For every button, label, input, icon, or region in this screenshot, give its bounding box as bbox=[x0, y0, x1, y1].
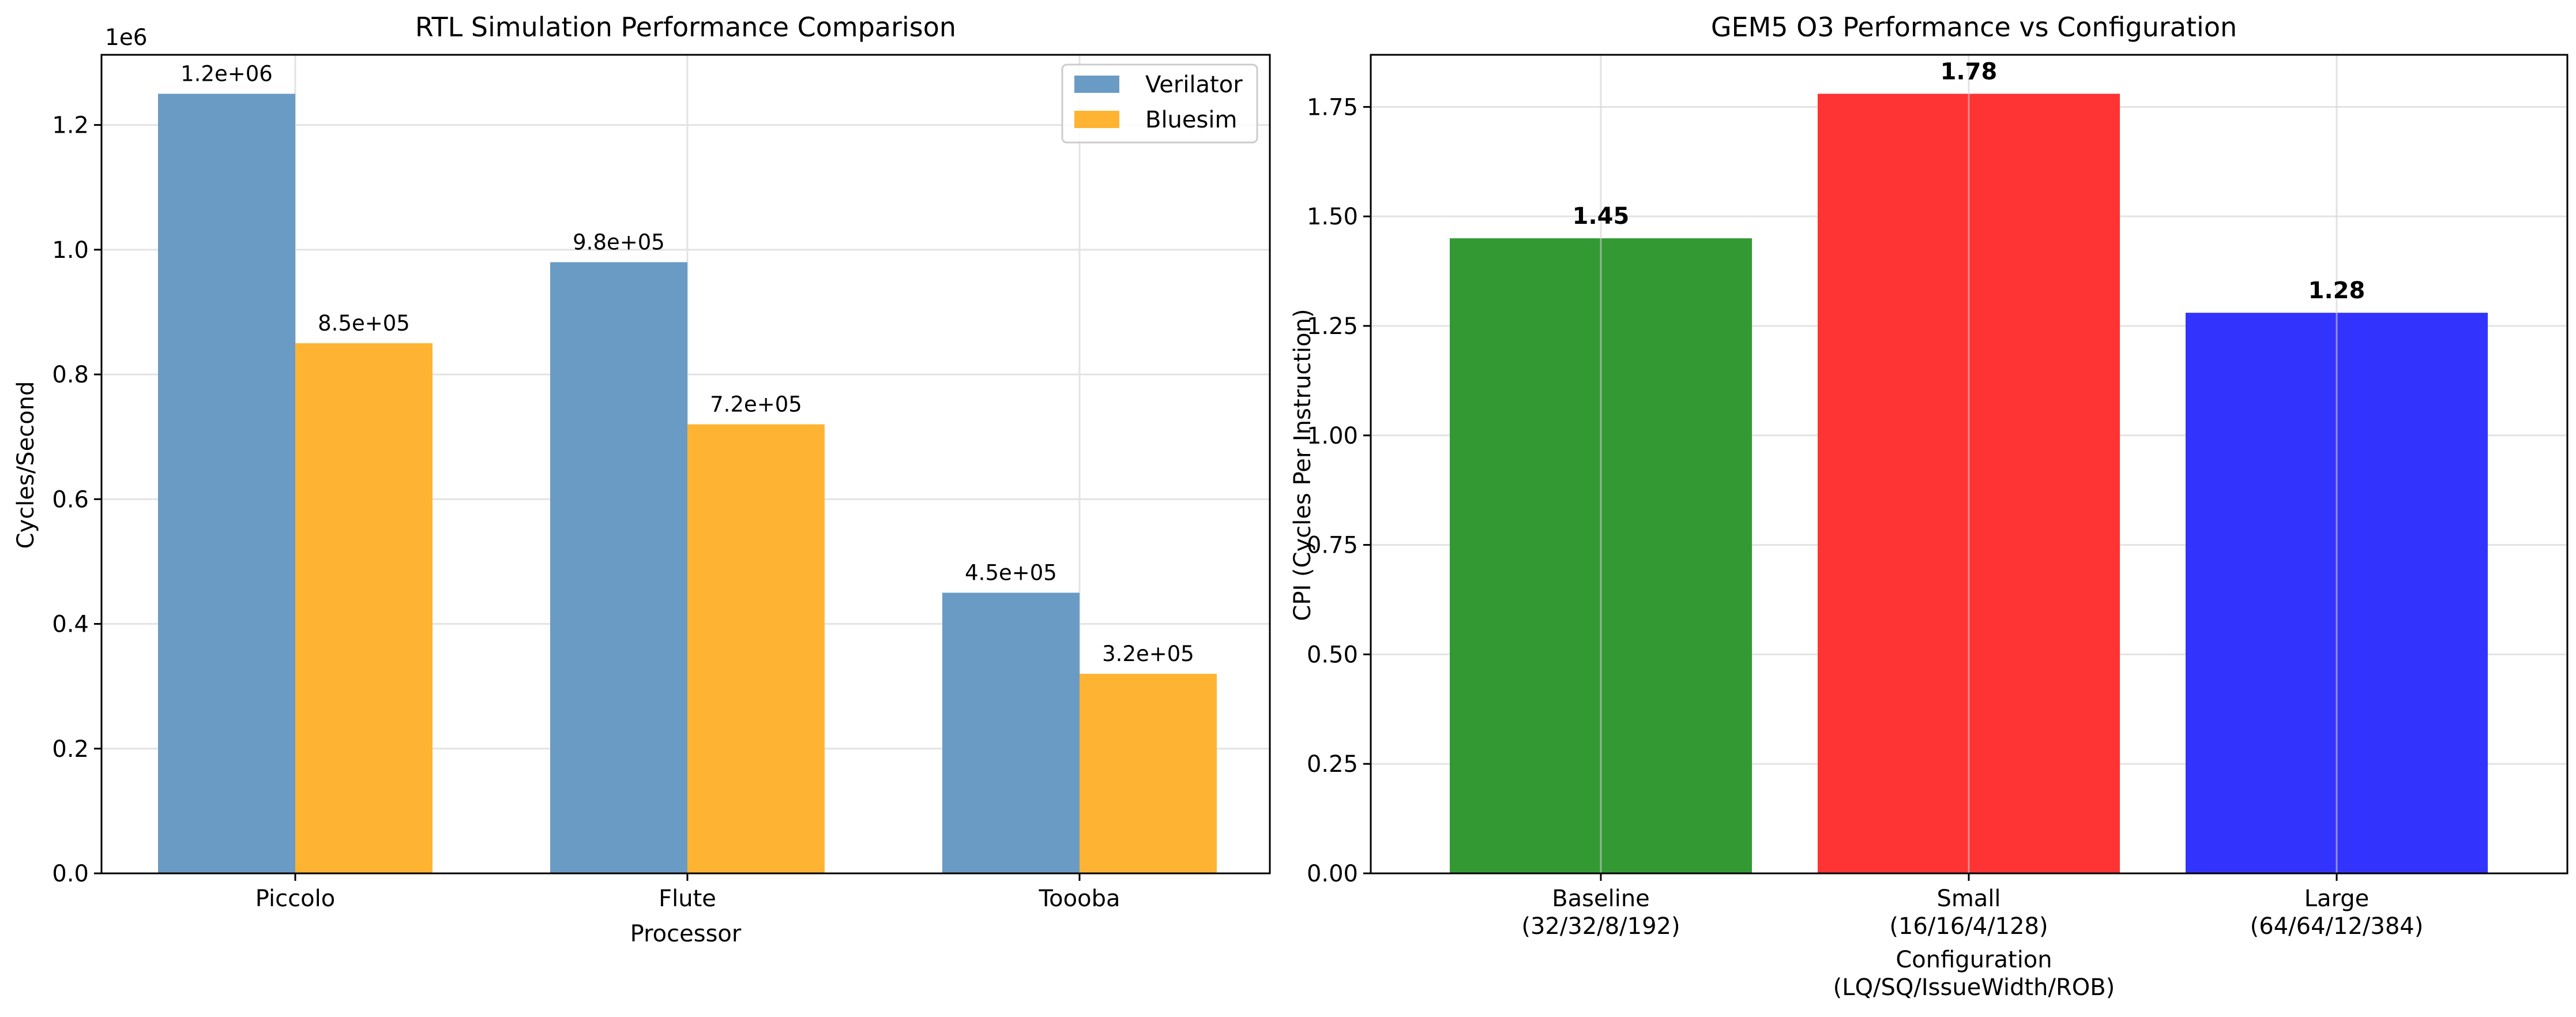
bar-value-labels: 1.2e+06 9.8e+05 4.5e+05 8.5e+05 7.2e+05 3.2e+… bbox=[180, 62, 1194, 666]
x-axis-label-line1: Configuration bbox=[1896, 947, 2052, 973]
y-tick-label: 0.0 bbox=[52, 861, 89, 887]
y-tick-label: 0.8 bbox=[52, 362, 89, 388]
x-tick-sublabel-baseline: (32/32/8/192) bbox=[1521, 913, 1680, 940]
bar-bluesim-toooba bbox=[1080, 674, 1217, 873]
x-axis-ticks: Baseline(32/32/8/192) Small(16/16/4/128) L… bbox=[1521, 873, 2423, 940]
legend-swatch-bluesim bbox=[1074, 111, 1119, 128]
bar-verilator-flute bbox=[550, 262, 687, 874]
y-tick-label: 0.50 bbox=[1307, 641, 1358, 668]
gem5-cpi-chart: GEM5 O3 Performance vs Configuration 1.4… bbox=[1289, 12, 2569, 1001]
value-label-verilator-toooba: 4.5e+05 bbox=[965, 560, 1057, 585]
value-label-bluesim-piccolo: 8.5e+05 bbox=[318, 311, 410, 336]
chart-title: RTL Simulation Performance Comparison bbox=[415, 12, 956, 43]
bars bbox=[1450, 55, 2488, 874]
value-label-verilator-piccolo: 1.2e+06 bbox=[180, 62, 273, 87]
x-tick-sublabel-small: (16/16/4/128) bbox=[1889, 913, 2048, 940]
x-tick-label-large: Large bbox=[2304, 885, 2370, 912]
legend-label-verilator: Verilator bbox=[1145, 72, 1243, 98]
x-axis-label-line2: (LQ/SQ/IssueWidth/ROB) bbox=[1833, 974, 2115, 1001]
y-tick-label: 0.75 bbox=[1307, 532, 1358, 559]
y-tick-label: 1.2 bbox=[52, 112, 89, 139]
plot-frame bbox=[100, 54, 1271, 875]
y-tick-label: 1.0 bbox=[52, 237, 89, 264]
y-tick-label: 0.25 bbox=[1307, 751, 1358, 778]
bar-bluesim-piccolo bbox=[295, 343, 433, 873]
y-axis-label: CPI (Cycles Per Instruction) bbox=[1289, 309, 1316, 621]
bar-verilator-toooba bbox=[942, 592, 1080, 873]
chart-title: GEM5 O3 Performance vs Configuration bbox=[1711, 12, 2237, 43]
bars bbox=[158, 93, 1217, 874]
x-tick-label-small: Small bbox=[1936, 885, 2000, 912]
legend: Verilator Bluesim bbox=[1061, 63, 1258, 144]
bar-bluesim-flute bbox=[687, 424, 825, 873]
x-tick-label-flute: Flute bbox=[659, 885, 716, 912]
bar-value-labels: 1.45 1.78 1.28 bbox=[1573, 59, 2366, 305]
y-tick-label: 0.4 bbox=[52, 611, 89, 638]
y-axis-label: Cycles/Second bbox=[13, 381, 39, 549]
y-tick-label: 0.6 bbox=[52, 486, 89, 513]
x-axis-label: Processor bbox=[630, 921, 742, 947]
y-tick-label: 1.50 bbox=[1307, 204, 1358, 230]
y-tick-label: 1.75 bbox=[1307, 94, 1358, 121]
y-tick-label: 1.00 bbox=[1307, 423, 1358, 449]
legend-label-bluesim: Bluesim bbox=[1145, 107, 1237, 133]
y-axis-ticks: 0.00 0.25 0.50 0.75 1.00 1.25 1.50 1.75 bbox=[1307, 94, 1371, 887]
value-label-verilator-flute: 9.8e+05 bbox=[573, 230, 665, 254]
y-tick-label: 0.00 bbox=[1307, 861, 1358, 887]
x-axis-ticks: Piccolo Flute Toooba bbox=[255, 873, 1120, 912]
x-tick-label-piccolo: Piccolo bbox=[255, 885, 335, 912]
value-label-bluesim-flute: 7.2e+05 bbox=[710, 392, 802, 417]
bar-verilator-piccolo bbox=[158, 93, 295, 874]
x-tick-sublabel-large: (64/64/12/384) bbox=[2250, 913, 2424, 940]
legend-swatch-verilator bbox=[1074, 76, 1119, 93]
y-scale-label: 1e6 bbox=[105, 25, 148, 51]
value-label-baseline: 1.45 bbox=[1573, 203, 1630, 230]
rtl-performance-chart: RTL Simulation Performance Comparison 1.… bbox=[13, 12, 1271, 947]
y-tick-label: 0.2 bbox=[52, 736, 89, 763]
value-label-small: 1.78 bbox=[1941, 59, 1998, 85]
value-label-bluesim-toooba: 3.2e+05 bbox=[1102, 641, 1194, 666]
x-tick-label-toooba: Toooba bbox=[1039, 885, 1120, 912]
x-tick-label-baseline: Baseline bbox=[1552, 885, 1650, 912]
y-axis-ticks: 0.0 0.2 0.4 0.6 0.8 1.0 1.2 bbox=[52, 112, 101, 887]
value-label-large: 1.28 bbox=[2308, 277, 2366, 304]
y-tick-label: 1.25 bbox=[1307, 313, 1358, 340]
